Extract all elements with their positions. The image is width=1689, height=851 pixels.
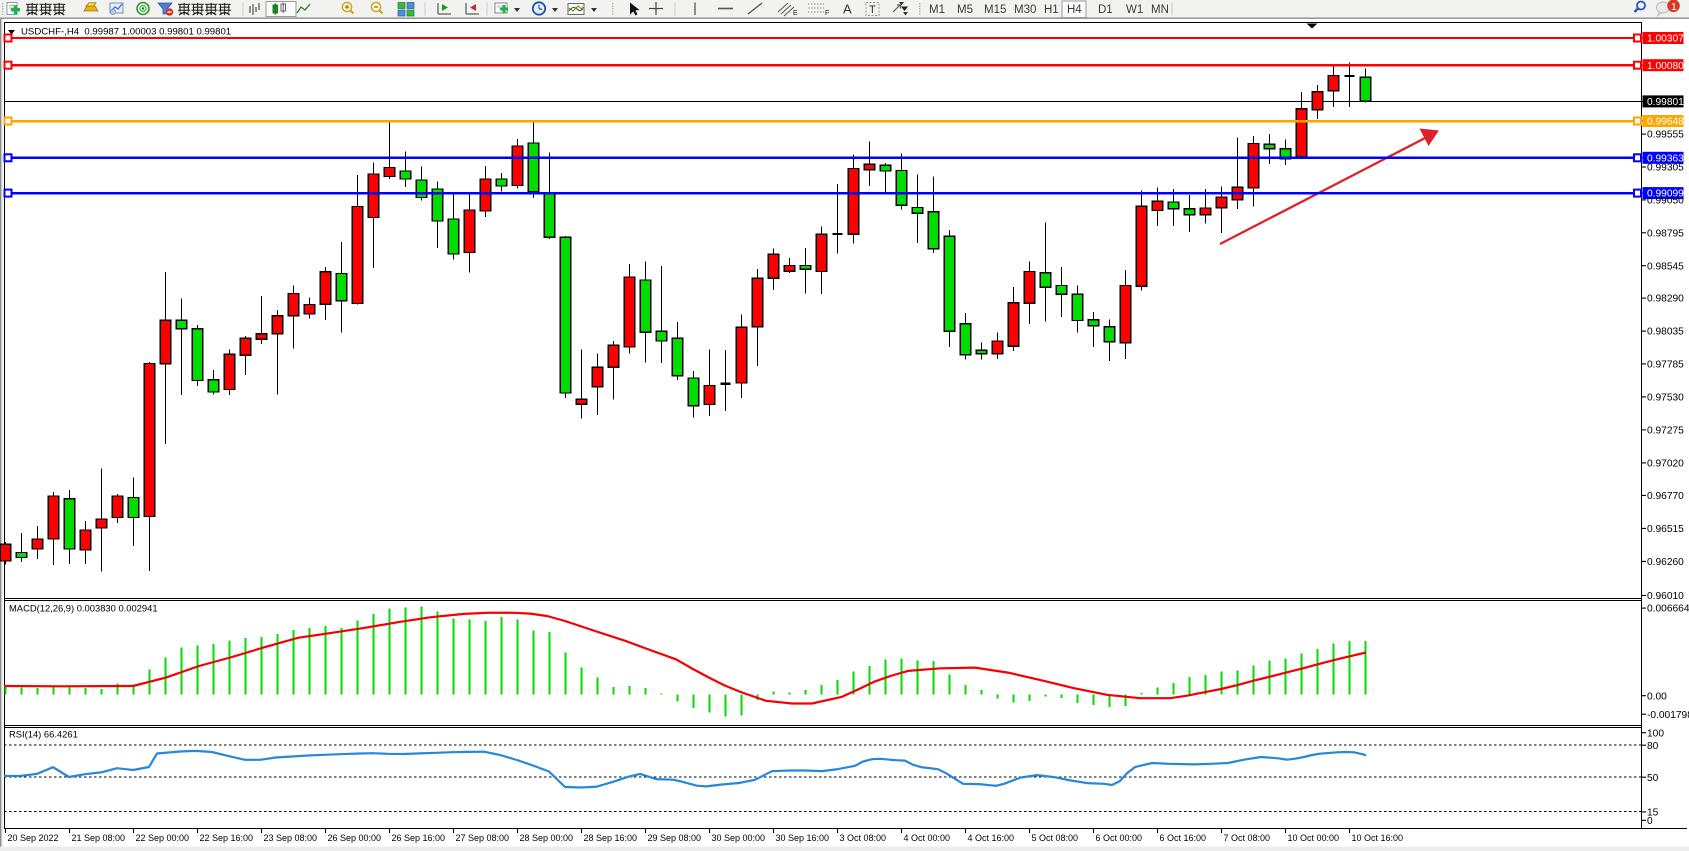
svg-text:RSI(14) 66.4261: RSI(14) 66.4261 bbox=[9, 729, 78, 740]
svg-text:10 Oct 00:00: 10 Oct 00:00 bbox=[1288, 833, 1340, 843]
svg-text:0.99801: 0.99801 bbox=[1647, 97, 1684, 108]
svg-text:4 Oct 16:00: 4 Oct 16:00 bbox=[968, 833, 1015, 843]
svg-text:M15: M15 bbox=[984, 4, 1006, 16]
svg-text:0.97785: 0.97785 bbox=[1647, 360, 1684, 371]
svg-text:-0.001798: -0.001798 bbox=[1647, 710, 1689, 721]
svg-text:26 Sep 00:00: 26 Sep 00:00 bbox=[328, 833, 382, 843]
svg-text:50: 50 bbox=[1647, 773, 1659, 784]
svg-text:3 Oct 08:00: 3 Oct 08:00 bbox=[840, 833, 887, 843]
svg-text:26 Sep 16:00: 26 Sep 16:00 bbox=[392, 833, 446, 843]
svg-text:20 Sep 2022: 20 Sep 2022 bbox=[8, 833, 59, 843]
svg-text:0.99555: 0.99555 bbox=[1647, 130, 1684, 141]
svg-text:0.98290: 0.98290 bbox=[1647, 294, 1684, 305]
svg-text:6 Oct 16:00: 6 Oct 16:00 bbox=[1160, 833, 1207, 843]
svg-text:H4: H4 bbox=[1067, 4, 1082, 16]
svg-text:21 Sep 08:00: 21 Sep 08:00 bbox=[72, 833, 126, 843]
svg-text:0.99099: 0.99099 bbox=[1647, 189, 1684, 200]
svg-text:0.96770: 0.96770 bbox=[1647, 491, 1684, 502]
svg-text:0.97530: 0.97530 bbox=[1647, 393, 1684, 404]
svg-text:5 Oct 08:00: 5 Oct 08:00 bbox=[1032, 833, 1079, 843]
svg-text:0.00: 0.00 bbox=[1647, 691, 1667, 702]
svg-text:0.99363: 0.99363 bbox=[1647, 153, 1684, 164]
svg-text:1.00080: 1.00080 bbox=[1647, 61, 1684, 72]
svg-text:D1: D1 bbox=[1098, 4, 1113, 16]
svg-text:0.96010: 0.96010 bbox=[1647, 591, 1684, 602]
svg-text:MACD(12,26,9) 0.003830 0.00294: MACD(12,26,9) 0.003830 0.002941 bbox=[9, 603, 158, 614]
svg-text:1: 1 bbox=[1671, 1, 1677, 13]
svg-text:22 Sep 16:00: 22 Sep 16:00 bbox=[200, 833, 254, 843]
svg-text:0.006664: 0.006664 bbox=[1647, 604, 1689, 615]
svg-text:4 Oct 00:00: 4 Oct 00:00 bbox=[904, 833, 951, 843]
svg-text:28 Sep 00:00: 28 Sep 00:00 bbox=[520, 833, 574, 843]
svg-text:27 Sep 08:00: 27 Sep 08:00 bbox=[456, 833, 510, 843]
svg-text:0.97275: 0.97275 bbox=[1647, 426, 1684, 437]
svg-text:F: F bbox=[825, 10, 829, 17]
svg-text:30 Sep 00:00: 30 Sep 00:00 bbox=[712, 833, 766, 843]
svg-text:0.98795: 0.98795 bbox=[1647, 228, 1684, 239]
svg-text:0.99305: 0.99305 bbox=[1647, 163, 1684, 174]
svg-text:80: 80 bbox=[1647, 741, 1659, 752]
svg-text:0.98035: 0.98035 bbox=[1647, 327, 1684, 338]
svg-text:1.00307: 1.00307 bbox=[1647, 34, 1684, 45]
svg-text:0.99050: 0.99050 bbox=[1647, 196, 1684, 207]
svg-text:H1: H1 bbox=[1044, 4, 1059, 16]
svg-text:M1: M1 bbox=[929, 4, 945, 16]
svg-text:10 Oct 16:00: 10 Oct 16:00 bbox=[1352, 833, 1404, 843]
svg-text:6 Oct 00:00: 6 Oct 00:00 bbox=[1096, 833, 1143, 843]
svg-text:0: 0 bbox=[1647, 816, 1653, 827]
svg-text:29 Sep 08:00: 29 Sep 08:00 bbox=[648, 833, 702, 843]
svg-text:USDCHF-,H4 0.99987 1.00003 0.: USDCHF-,H4 0.99987 1.00003 0.99801 0.998… bbox=[21, 27, 231, 38]
svg-text:0.96260: 0.96260 bbox=[1647, 557, 1684, 568]
svg-text:23 Sep 08:00: 23 Sep 08:00 bbox=[264, 833, 318, 843]
svg-text:E: E bbox=[793, 10, 798, 17]
svg-text:M5: M5 bbox=[957, 4, 973, 16]
svg-text:W1: W1 bbox=[1126, 4, 1143, 16]
svg-text:7 Oct 08:00: 7 Oct 08:00 bbox=[1224, 833, 1271, 843]
svg-text:MN: MN bbox=[1151, 4, 1169, 16]
svg-text:30 Sep 16:00: 30 Sep 16:00 bbox=[776, 833, 830, 843]
svg-text:M30: M30 bbox=[1014, 4, 1036, 16]
svg-text:T: T bbox=[869, 4, 876, 16]
svg-text:28 Sep 16:00: 28 Sep 16:00 bbox=[584, 833, 638, 843]
svg-text:A: A bbox=[843, 2, 852, 17]
svg-text:0.98545: 0.98545 bbox=[1647, 261, 1684, 272]
svg-text:22 Sep 00:00: 22 Sep 00:00 bbox=[136, 833, 190, 843]
svg-text:0.97020: 0.97020 bbox=[1647, 459, 1684, 470]
svg-text:0.99648: 0.99648 bbox=[1647, 117, 1684, 128]
svg-text:0.96515: 0.96515 bbox=[1647, 524, 1684, 535]
svg-text:100: 100 bbox=[1647, 728, 1664, 739]
svg-text:15: 15 bbox=[1647, 808, 1659, 819]
